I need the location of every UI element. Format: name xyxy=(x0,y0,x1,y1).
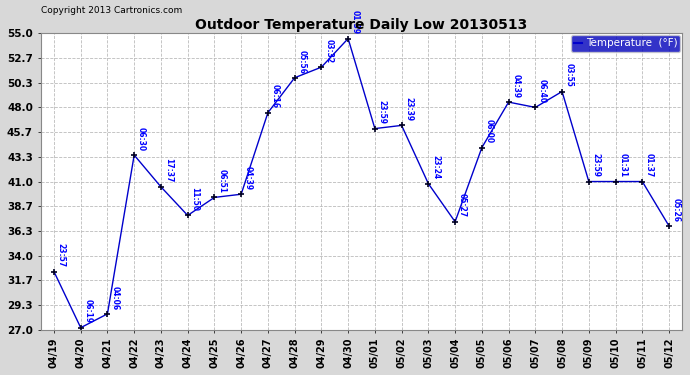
Text: 05:26: 05:26 xyxy=(672,198,681,222)
Text: 06:51: 06:51 xyxy=(217,169,226,193)
Text: 01:37: 01:37 xyxy=(645,153,654,177)
Text: 23:39: 23:39 xyxy=(404,97,413,121)
Text: 04:39: 04:39 xyxy=(511,74,520,98)
Text: 17:37: 17:37 xyxy=(164,158,172,183)
Text: Copyright 2013 Cartronics.com: Copyright 2013 Cartronics.com xyxy=(41,6,182,15)
Text: 04:06: 04:06 xyxy=(110,286,119,310)
Title: Outdoor Temperature Daily Low 20130513: Outdoor Temperature Daily Low 20130513 xyxy=(195,18,528,32)
Text: 03:32: 03:32 xyxy=(324,39,333,63)
Text: 23:57: 23:57 xyxy=(57,243,66,267)
Text: 05:27: 05:27 xyxy=(458,194,467,217)
Text: 23:59: 23:59 xyxy=(377,100,386,124)
Text: 01:31: 01:31 xyxy=(618,153,627,177)
Text: 05:56: 05:56 xyxy=(297,50,306,74)
Text: 23:59: 23:59 xyxy=(591,153,600,177)
Text: 11:50: 11:50 xyxy=(190,187,199,211)
Text: 03:55: 03:55 xyxy=(565,63,574,87)
Text: 06:40: 06:40 xyxy=(538,79,547,103)
Text: 06:30: 06:30 xyxy=(137,127,146,151)
Text: 04:39: 04:39 xyxy=(244,166,253,190)
Text: 06:16: 06:16 xyxy=(270,84,279,108)
Text: 01:39: 01:39 xyxy=(351,10,360,34)
Text: 06:19: 06:19 xyxy=(83,299,92,324)
Legend: Temperature  (°F): Temperature (°F) xyxy=(571,35,680,52)
Text: 06:00: 06:00 xyxy=(484,119,493,144)
Text: 23:24: 23:24 xyxy=(431,155,440,180)
